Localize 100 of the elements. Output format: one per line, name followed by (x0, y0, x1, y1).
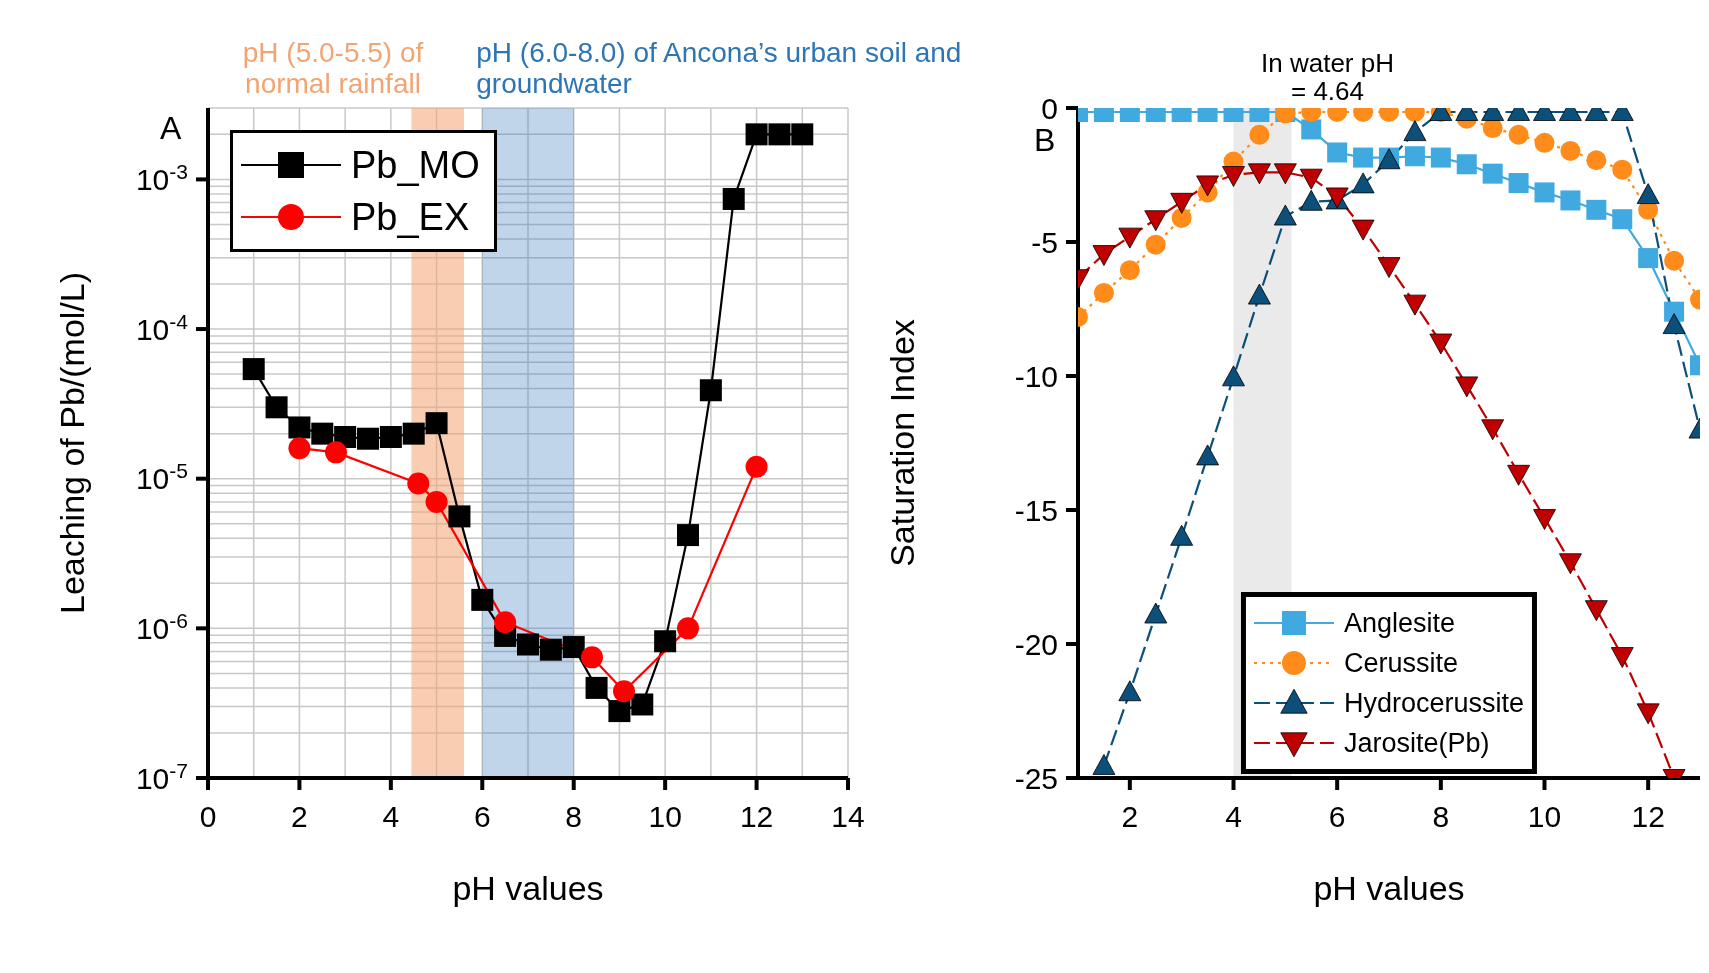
point (722, 187, 745, 210)
point (448, 505, 471, 528)
point (1092, 245, 1116, 266)
point (1534, 132, 1555, 153)
band-label: In water pH = 4.64 (1260, 47, 1395, 107)
x-tick-label: 14 (831, 800, 865, 834)
point (1508, 124, 1529, 145)
text: A (160, 110, 182, 147)
point (1508, 173, 1529, 194)
x-tick-label: 10 (1527, 800, 1562, 834)
point (1560, 190, 1581, 211)
point (1638, 248, 1659, 269)
x-tick-label: 4 (382, 800, 400, 834)
point (1222, 166, 1245, 187)
point (1299, 168, 1323, 190)
y-tick-label: 10$^{-3}$ (135, 159, 188, 196)
y-tick-label: -20 (1014, 627, 1058, 661)
x-tick-label: 2 (1121, 800, 1139, 834)
point (539, 638, 562, 661)
point (699, 379, 722, 402)
band-label: pH (6.0-8.0) of Ancona’s urban soil and groundwater (476, 37, 963, 100)
legend-label: Pb_MO (351, 143, 480, 187)
y-axis-title: Saturation Index (883, 319, 922, 567)
point (1170, 192, 1194, 214)
point (288, 437, 311, 460)
x-axis-title: pH values (452, 869, 604, 907)
point (1171, 207, 1192, 228)
point (1534, 182, 1555, 203)
legend-label: Jarosite(Pb) (1343, 727, 1490, 759)
x-axis-title: pH values (1313, 869, 1465, 907)
point (1586, 150, 1607, 171)
point (562, 636, 585, 659)
y-tick-label: 10$^{-4}$ (135, 309, 189, 346)
x-tick-label: 0 (199, 800, 217, 834)
point (311, 422, 334, 445)
point (325, 441, 347, 464)
y-tick-label: 10$^{-7}$ (135, 758, 188, 795)
point (745, 123, 768, 146)
point (613, 680, 635, 703)
point (517, 633, 539, 656)
point (1118, 680, 1142, 702)
point (1430, 147, 1451, 168)
point (402, 422, 425, 445)
point (1664, 250, 1685, 271)
point (1456, 154, 1477, 175)
point (1092, 754, 1116, 775)
point (1377, 257, 1401, 279)
y-tick-label: -25 (1014, 761, 1058, 795)
point (1119, 260, 1140, 281)
x-tick-label: 8 (565, 800, 583, 834)
y-tick-label: -10 (1014, 359, 1058, 393)
point (425, 490, 448, 513)
point (379, 425, 402, 448)
point (585, 676, 608, 699)
point (608, 700, 631, 723)
point (1403, 294, 1427, 316)
point (1353, 147, 1374, 168)
point (631, 693, 654, 716)
point (1482, 118, 1503, 139)
point (677, 617, 699, 640)
text: B (1034, 122, 1056, 159)
y-tick-label: -5 (1031, 225, 1058, 259)
point (1248, 163, 1271, 185)
y-tick-label: 10$^{-5}$ (135, 458, 188, 496)
x-tick-label: 12 (739, 800, 774, 834)
point (1222, 365, 1245, 387)
point (768, 123, 791, 146)
point (1429, 333, 1453, 355)
point (1144, 210, 1168, 232)
point (581, 646, 603, 669)
point (1560, 140, 1581, 161)
x-tick-label: 12 (1631, 800, 1665, 834)
point (745, 455, 768, 478)
point (677, 524, 699, 547)
point (265, 396, 288, 419)
point (1482, 163, 1503, 184)
band-label: pH (5.0-5.5) of normal rainfall (241, 37, 425, 100)
point (1145, 234, 1166, 255)
point (425, 412, 448, 435)
legend-label: Cerussite (1343, 647, 1459, 679)
point (1662, 313, 1686, 334)
point (1144, 602, 1168, 624)
legend-label: Anglesite (1343, 607, 1456, 639)
y-axis-title: Leaching of Pb/(mol/L) (53, 271, 92, 615)
point (1273, 163, 1297, 185)
point (791, 123, 814, 146)
point (1351, 219, 1375, 241)
x-tick-label: 6 (1328, 800, 1346, 834)
point (1093, 282, 1114, 303)
point (357, 427, 379, 450)
x-tick-label: 8 (1432, 800, 1450, 834)
point (1249, 124, 1270, 145)
point (1586, 199, 1607, 220)
point (1170, 524, 1194, 546)
point (654, 630, 677, 653)
y-tick-label: -15 (1014, 493, 1058, 527)
point (242, 358, 265, 381)
point (494, 611, 517, 634)
point (407, 472, 430, 495)
legend-label: Pb_EX (351, 195, 470, 239)
